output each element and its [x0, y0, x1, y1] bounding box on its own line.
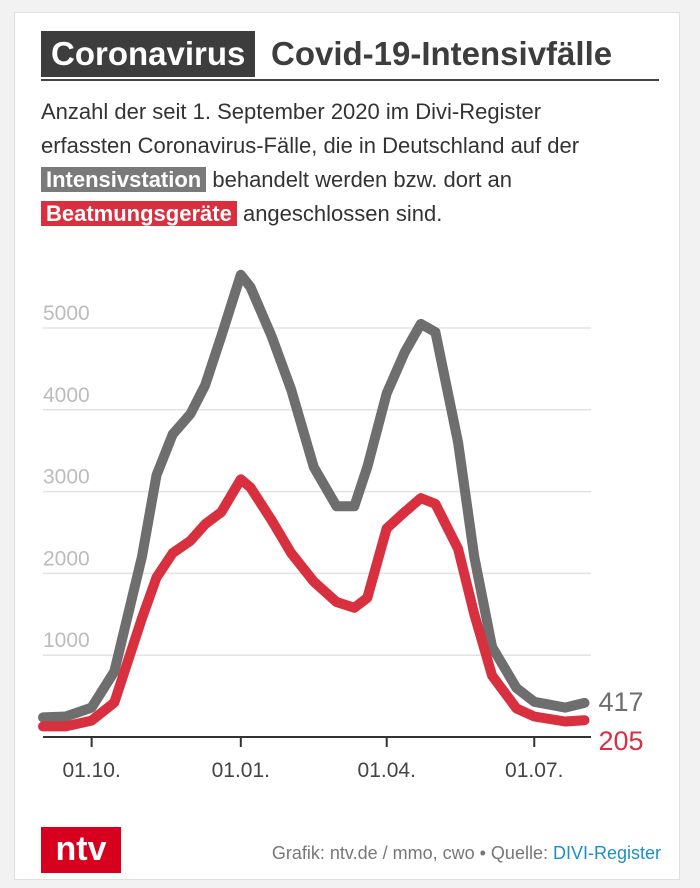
description-line-4: Beatmungsgeräte angeschlossen sind.	[41, 197, 661, 231]
legend-icu-label: Intensivstation	[41, 167, 207, 192]
description-line-1: Anzahl der seit 1. September 2020 im Div…	[41, 99, 542, 124]
y-tick-label-3000: 3000	[43, 466, 90, 489]
legend-vent-label: Beatmungsgeräte	[41, 201, 237, 226]
description-line-2: erfassten Coronavirus-Fälle, die in Deut…	[41, 133, 580, 158]
series-line-icu	[38, 269, 590, 723]
x-tick-label-01.07.: 01.07.	[505, 759, 563, 782]
y-tick-label-2000: 2000	[43, 547, 90, 570]
description-line-4-text: angeschlossen sind.	[236, 201, 443, 226]
title-tag: Coronavirus	[41, 31, 256, 77]
y-tick-label-1000: 1000	[43, 629, 90, 652]
source-link[interactable]: DIVI-Register	[552, 843, 661, 863]
description-line-3: Intensivstation behandelt werden bzw. do…	[41, 163, 661, 197]
x-tick-label-01.04.: 01.04.	[358, 759, 416, 782]
ntv-logo: ntv	[41, 827, 121, 873]
chart-title: Covid-19-Intensivfälle	[271, 35, 613, 72]
footer: ntv Grafik: ntv.de / mmo, cwo • Quelle: …	[41, 823, 661, 873]
credit-text: Grafik: ntv.de / mmo, cwo • Quelle:	[271, 843, 553, 863]
chart-card: Coronavirus Covid-19-Intensivfälle Anzah…	[14, 12, 680, 880]
series-line-vent	[38, 474, 590, 732]
y-tick-label-5000: 5000	[43, 302, 90, 325]
y-tick-label-4000: 4000	[43, 384, 90, 407]
credit-line: Grafik: ntv.de / mmo, cwo • Quelle: DIVI…	[272, 843, 661, 864]
end-label-icu: 417	[599, 687, 644, 717]
chart-description: Anzahl der seit 1. September 2020 im Div…	[41, 95, 661, 231]
x-tick-label-01.01.: 01.01.	[212, 759, 270, 782]
description-line-3-text: behandelt werden bzw. dort an	[206, 167, 513, 192]
x-tick-label-01.10.: 01.10.	[62, 759, 120, 782]
end-label-vent: 205	[599, 726, 644, 756]
title-row: Coronavirus Covid-19-Intensivfälle	[41, 31, 659, 81]
